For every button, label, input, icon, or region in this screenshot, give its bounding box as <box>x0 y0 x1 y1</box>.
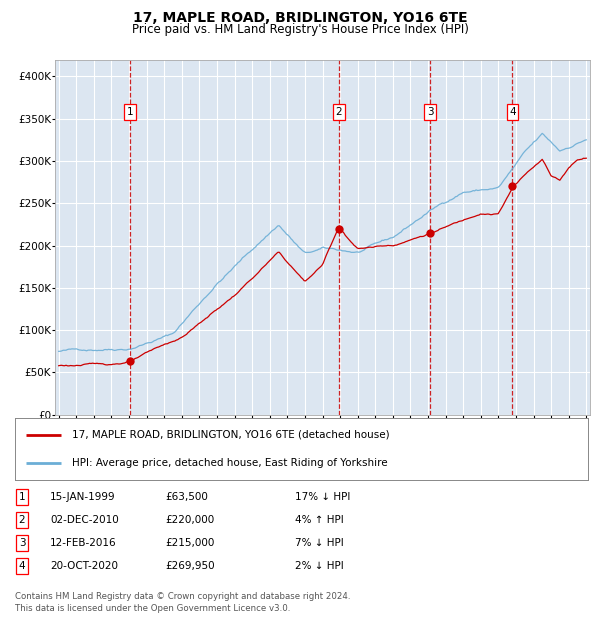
Text: 1: 1 <box>127 107 133 117</box>
Text: 7% ↓ HPI: 7% ↓ HPI <box>295 538 344 548</box>
Text: £63,500: £63,500 <box>165 492 208 502</box>
Text: 17, MAPLE ROAD, BRIDLINGTON, YO16 6TE: 17, MAPLE ROAD, BRIDLINGTON, YO16 6TE <box>133 11 467 25</box>
Text: 17% ↓ HPI: 17% ↓ HPI <box>295 492 350 502</box>
Text: 2: 2 <box>335 107 342 117</box>
Text: 4: 4 <box>509 107 516 117</box>
Text: 3: 3 <box>19 538 25 548</box>
Text: 20-OCT-2020: 20-OCT-2020 <box>50 561 118 571</box>
Text: £215,000: £215,000 <box>165 538 214 548</box>
Text: 17, MAPLE ROAD, BRIDLINGTON, YO16 6TE (detached house): 17, MAPLE ROAD, BRIDLINGTON, YO16 6TE (d… <box>73 430 390 440</box>
Text: 2% ↓ HPI: 2% ↓ HPI <box>295 561 344 571</box>
Text: 15-JAN-1999: 15-JAN-1999 <box>50 492 116 502</box>
Text: Price paid vs. HM Land Registry's House Price Index (HPI): Price paid vs. HM Land Registry's House … <box>131 23 469 36</box>
Text: HPI: Average price, detached house, East Riding of Yorkshire: HPI: Average price, detached house, East… <box>73 458 388 468</box>
Text: 02-DEC-2010: 02-DEC-2010 <box>50 515 119 525</box>
Text: 4: 4 <box>19 561 25 571</box>
Text: £269,950: £269,950 <box>165 561 215 571</box>
Text: £220,000: £220,000 <box>165 515 214 525</box>
Text: This data is licensed under the Open Government Licence v3.0.: This data is licensed under the Open Gov… <box>15 603 290 613</box>
Text: 4% ↑ HPI: 4% ↑ HPI <box>295 515 344 525</box>
Text: 12-FEB-2016: 12-FEB-2016 <box>50 538 116 548</box>
Text: Contains HM Land Registry data © Crown copyright and database right 2024.: Contains HM Land Registry data © Crown c… <box>15 592 350 601</box>
Text: 3: 3 <box>427 107 433 117</box>
Text: 2: 2 <box>19 515 25 525</box>
Text: 1: 1 <box>19 492 25 502</box>
